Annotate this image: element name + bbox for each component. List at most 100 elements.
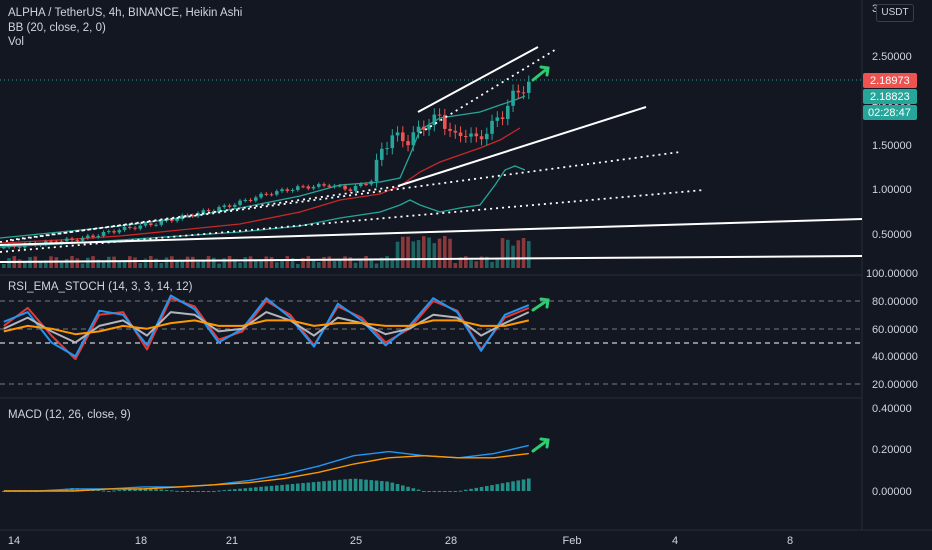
macd-histogram-bar — [369, 480, 374, 491]
bb-indicator-label: BB (20, close, 2, 0) — [8, 22, 106, 34]
volume-bar — [275, 262, 279, 268]
volume-bar — [374, 263, 379, 268]
candle-body — [422, 126, 426, 130]
macd-histogram-bar — [128, 489, 132, 491]
candlesticks — [2, 75, 531, 250]
volume-bar — [448, 238, 452, 268]
svg-text:02:28:47: 02:28:47 — [868, 107, 911, 119]
candle-body — [264, 193, 269, 195]
candle-body — [453, 130, 458, 133]
volume-bar — [222, 258, 227, 268]
price-axis-top: 3 — [872, 3, 878, 15]
volume-bar — [474, 261, 479, 268]
macd-histogram-bar — [170, 490, 174, 492]
svg-text:2.18973: 2.18973 — [870, 75, 910, 87]
volume-bar — [206, 256, 211, 268]
time-tick-label: 18 — [135, 535, 147, 547]
macd-tick-label: 0.20000 — [872, 444, 912, 456]
volume-bar — [317, 262, 321, 268]
volume-bar — [401, 236, 405, 268]
candle-body — [7, 245, 11, 248]
macd-tick-label: 0.40000 — [872, 403, 912, 415]
candle-body — [527, 81, 531, 93]
macd-histogram-bar — [107, 491, 111, 492]
macd-histogram-bar — [490, 485, 494, 491]
volume-bar — [516, 240, 521, 268]
macd-histogram-bar — [117, 490, 122, 492]
candle-body — [133, 227, 137, 229]
macd-panel-title: MACD (12, 26, close, 9) — [8, 409, 131, 421]
macd-histogram-bar — [206, 491, 211, 492]
candle-body — [12, 245, 17, 247]
volume-bar — [285, 256, 290, 268]
macd-histogram-bar — [343, 479, 347, 491]
macd-histogram-bar — [406, 486, 410, 491]
candle-body — [191, 215, 195, 217]
rsi-axis[interactable]: 80.00000 60.00000 40.00000 20.00000 — [0, 296, 918, 391]
volume-bar — [107, 256, 111, 268]
macd-histogram-bar — [485, 486, 489, 491]
macd-histogram-bar — [96, 490, 101, 492]
candle-body — [201, 210, 206, 214]
macd-histogram-bar — [448, 491, 452, 492]
macd-histogram-bar — [527, 478, 531, 491]
candle-body — [469, 133, 473, 137]
macd-histogram-bar — [359, 479, 363, 491]
candle-body — [343, 185, 347, 190]
volume-bar — [149, 256, 153, 268]
volume-bar — [254, 260, 258, 268]
volume-bar — [521, 238, 526, 268]
macd-histogram-bar — [248, 487, 253, 491]
time-tick-label: 21 — [226, 535, 238, 547]
rsi-series-line — [3, 319, 530, 336]
volume-bar — [17, 259, 22, 268]
macd-histogram-bar — [506, 482, 510, 491]
candle-body — [296, 186, 300, 190]
macd-histogram-bar — [327, 480, 332, 491]
volume-bar — [86, 257, 90, 268]
volume-bar — [170, 256, 174, 268]
rsi-lines — [3, 294, 530, 361]
candle-body — [38, 244, 43, 246]
volume-bar — [353, 262, 358, 268]
volume-bar — [54, 257, 59, 268]
candle-body — [143, 223, 148, 226]
macd-histogram-bar — [443, 491, 447, 492]
candle-body — [464, 136, 468, 138]
macd-histogram-bar — [516, 480, 521, 491]
macd-histogram-bar — [348, 478, 353, 491]
price-tick-label: 2.50000 — [872, 51, 912, 63]
candle-body — [91, 235, 95, 237]
volume-bar — [332, 260, 337, 268]
candle-body — [348, 189, 353, 191]
candle-body — [101, 231, 106, 236]
currency-selector[interactable]: USDT — [876, 4, 914, 22]
macd-axis[interactable]: 0.40000 0.20000 0.00000 — [872, 403, 912, 498]
candle-body — [485, 133, 489, 140]
volume-bar — [269, 257, 274, 268]
macd-histogram-bar — [112, 490, 116, 492]
macd-series-line — [3, 444, 529, 492]
support-line-1 — [397, 106, 647, 187]
volume-bar — [301, 258, 305, 268]
candle-body — [490, 120, 494, 134]
countdown-badge: 02:28:47 — [863, 105, 917, 120]
volume-bar — [133, 257, 137, 268]
last-price-badge: 2.18973 — [863, 73, 917, 88]
macd-lines — [3, 444, 529, 492]
candle-body — [75, 239, 80, 241]
candle-body — [317, 184, 321, 187]
macd-histogram-bar — [122, 489, 127, 491]
time-tick-label: Feb — [563, 535, 582, 547]
macd-histogram-bar — [311, 482, 316, 491]
macd-histogram-bar — [212, 491, 216, 492]
volume-bar — [227, 256, 232, 268]
price-tick-label: 1.00000 — [872, 184, 912, 196]
grid — [0, 0, 932, 531]
volume-bar — [490, 261, 494, 268]
candle-body — [275, 191, 279, 195]
time-axis[interactable]: 14 18 21 25 28 Feb 4 8 — [8, 535, 793, 547]
volume-bar — [233, 259, 237, 268]
volume-bar — [322, 256, 326, 268]
